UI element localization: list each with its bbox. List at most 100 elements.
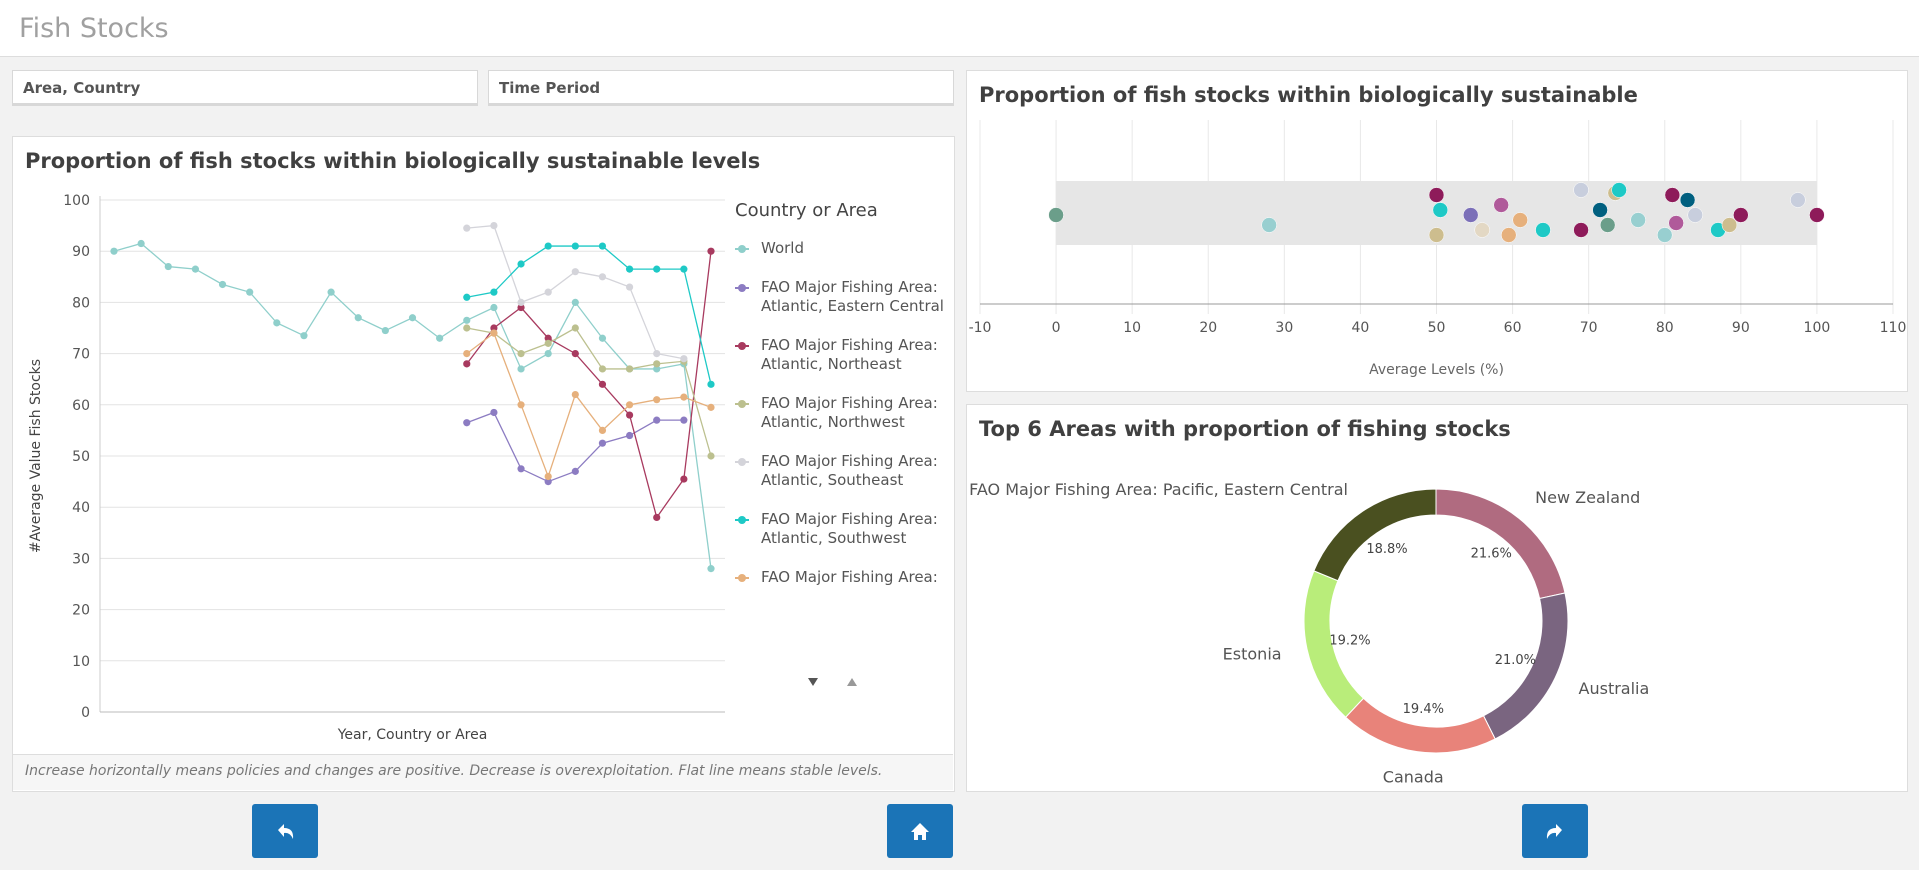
legend-item[interactable]: FAO Major Fishing Area: Atlantic, Southw… (735, 510, 946, 548)
data-point (653, 265, 661, 273)
forward-button[interactable] (1522, 804, 1588, 858)
data-point (1599, 217, 1616, 233)
data-point (625, 411, 634, 419)
data-point (598, 242, 607, 250)
legend-title: Country or Area (735, 200, 878, 221)
legend-scroll[interactable] (805, 675, 865, 691)
back-icon (278, 824, 294, 839)
data-point (680, 393, 688, 401)
value-label: 21.0% (1495, 653, 1536, 668)
data-point (1611, 182, 1627, 198)
data-point (463, 360, 471, 368)
legend-item[interactable]: FAO Major Fishing Area: Atlantic, Southe… (735, 452, 946, 490)
line-panel (12, 136, 955, 792)
legend-label: FAO Major Fishing Area: Atlantic, Northw… (761, 394, 938, 431)
value-label: 19.4% (1403, 702, 1444, 717)
data-point (571, 298, 579, 306)
data-point (517, 303, 525, 312)
legend-swatch (735, 400, 749, 408)
legend-item[interactable]: World (735, 239, 946, 258)
y-tick-label: 10 (72, 654, 90, 670)
legend-label: FAO Major Fishing Area: Atlantic, Southw… (761, 510, 938, 547)
y-axis-title: #Average Value Fish Stocks (28, 359, 44, 553)
data-point (191, 265, 200, 273)
data-point (707, 452, 715, 460)
y-tick-label: 80 (72, 295, 90, 311)
back-button[interactable] (252, 804, 318, 858)
legend: Country or Area World FAO Major Fishing A… (735, 200, 946, 607)
data-point (517, 365, 525, 373)
scroll-down[interactable] (808, 678, 818, 686)
x-tick-label: 0 (1052, 320, 1061, 336)
legend-item[interactable]: FAO Major Fishing Area: Atlantic, Northw… (735, 394, 946, 432)
x-tick-label: 80 (1656, 320, 1674, 336)
legend-label: FAO Major Fishing Area: Atlantic, Easter… (761, 278, 944, 315)
legend-item[interactable]: FAO Major Fishing Area: Atlantic, Easter… (735, 278, 946, 316)
data-point (625, 401, 634, 409)
x-tick-label: 70 (1580, 320, 1598, 336)
legend-label: FAO Major Fishing Area: Atlantic, Northe… (761, 336, 938, 373)
data-point (300, 332, 308, 340)
data-point (653, 416, 661, 424)
y-tick-label: 40 (72, 500, 90, 516)
legend-label: World (761, 239, 804, 257)
data-point (517, 465, 525, 473)
data-point (598, 380, 607, 388)
home-icon (911, 823, 929, 840)
top-bar: Fish Stocks (0, 0, 1919, 57)
data-point (544, 334, 552, 342)
y-tick-label: 90 (72, 244, 90, 260)
data-point (625, 265, 634, 273)
data-point (544, 339, 552, 347)
data-point (1428, 227, 1445, 243)
data-point (1721, 217, 1738, 233)
filter[interactable]: Area, Country (12, 70, 478, 106)
data-point (598, 426, 607, 434)
data-point (653, 396, 661, 404)
data-point (490, 329, 498, 337)
data-point (517, 350, 525, 358)
data-point (1474, 222, 1490, 238)
legend-item[interactable]: FAO Major Fishing Area: (735, 568, 946, 587)
data-point (1428, 187, 1445, 203)
x-tick-label: 100 (1804, 320, 1831, 336)
data-point (490, 303, 498, 312)
x-tick-label: 60 (1504, 320, 1522, 336)
data-point (571, 242, 579, 250)
data-point (517, 298, 525, 306)
data-point (1668, 215, 1684, 231)
x-tick-label: 40 (1352, 320, 1370, 336)
x-tick-label: 10 (1123, 320, 1141, 336)
data-point (164, 262, 172, 271)
data-point (653, 360, 661, 368)
legend-swatch (735, 574, 749, 582)
filter[interactable]: Time Period (488, 70, 954, 106)
data-point (598, 439, 607, 447)
data-point (463, 293, 471, 301)
home-button[interactable] (887, 804, 953, 858)
data-point (463, 324, 471, 332)
footnote: Increase horizontally means policies and… (13, 754, 953, 790)
data-point (490, 288, 498, 296)
data-point (218, 280, 227, 289)
data-point (1462, 207, 1479, 223)
legend-label: FAO Major Fishing Area: Atlantic, Southe… (761, 452, 938, 489)
x-axis-title: Year, Country or Area (337, 727, 488, 743)
legend-item[interactable]: FAO Major Fishing Area: Atlantic, Northe… (735, 336, 946, 374)
y-tick-label: 70 (72, 347, 90, 363)
page-title: Fish Stocks (19, 13, 169, 44)
data-point (463, 419, 471, 427)
data-point (707, 380, 715, 388)
legend-swatch (735, 516, 749, 524)
slice-label: FAO Major Fishing Area: Pacific, Eastern… (969, 480, 1348, 499)
data-point (1664, 187, 1681, 203)
data-point (680, 265, 688, 273)
data-point (1592, 202, 1608, 218)
series-line (466, 327, 712, 457)
data-point (1687, 207, 1703, 223)
scatter-chart: -10 0 10 20 30 40 50 60 70 80 90 100 110 Average Leve… (969, 120, 1906, 378)
series-line (466, 245, 712, 385)
data-point (517, 401, 525, 409)
scroll-up[interactable] (847, 678, 857, 686)
